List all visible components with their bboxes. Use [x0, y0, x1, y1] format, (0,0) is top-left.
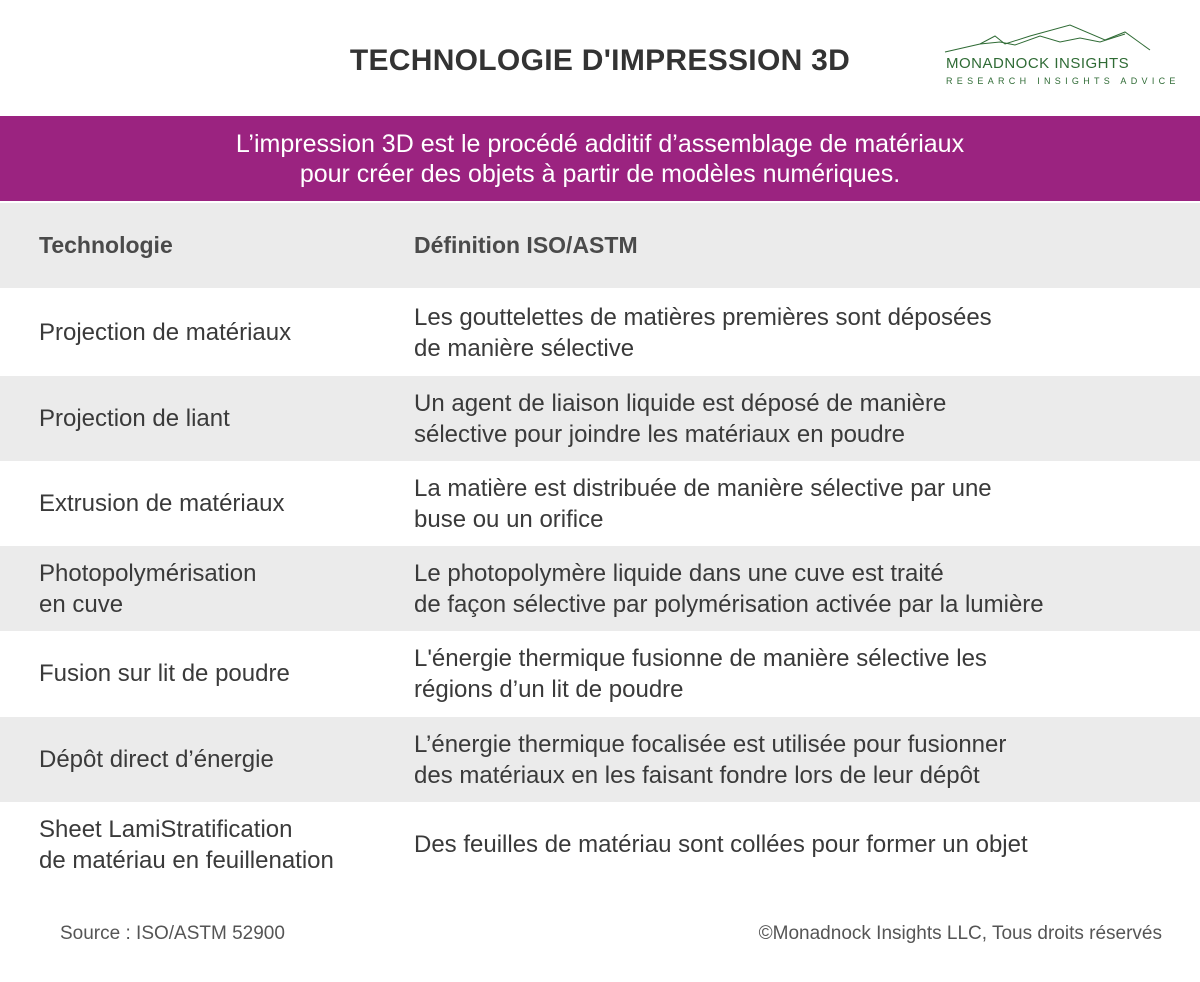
definition-cell: Le photopolymère liquide dans une cuve e…: [414, 559, 1044, 618]
table-row: Projection de matériaux Les gouttelettes…: [0, 290, 1200, 375]
source-note: Source : ISO/ASTM 52900: [60, 923, 285, 944]
header-technology: Technologie: [39, 232, 173, 258]
mountain-logo-icon: [944, 24, 1151, 53]
header-definition: Définition ISO/ASTM: [414, 232, 638, 258]
technology-cell: Sheet LamiStratification de matériau en …: [39, 815, 334, 874]
table-row: Sheet LamiStratification de matériau en …: [0, 802, 1200, 887]
logo-tagline: RESEARCH INSIGHTS ADVICE: [946, 76, 1180, 86]
table-row: Photopolymérisation en cuve Le photopoly…: [0, 546, 1200, 631]
logo-name: MONADNOCK INSIGHTS: [946, 55, 1130, 72]
definition-cell: Un agent de liaison liquide est déposé d…: [414, 389, 947, 448]
technology-cell: Projection de matériaux: [39, 319, 292, 346]
definition-cell: L'énergie thermique fusionne de manière …: [414, 644, 987, 703]
page-title: TECHNOLOGIE D'IMPRESSION 3D: [349, 44, 851, 77]
banner-line-1: L’impression 3D est le procédé additif d…: [235, 129, 965, 158]
definition-banner: L’impression 3D est le procédé additif d…: [0, 116, 1200, 201]
copyright-note: ©Monadnock Insights LLC, Tous droits rés…: [758, 923, 1162, 944]
technology-cell: Photopolymérisation en cuve: [39, 559, 257, 618]
definition-cell: La matière est distribuée de manière sél…: [414, 474, 992, 533]
definition-cell: Des feuilles de matériau sont collées po…: [414, 831, 1028, 858]
table-row: Extrusion de matériaux La matière est di…: [0, 461, 1200, 546]
technology-cell: Projection de liant: [39, 405, 230, 432]
technology-cell: Dépôt direct d’énergie: [39, 746, 274, 773]
definition-cell: Les gouttelettes de matières premières s…: [414, 303, 992, 362]
table-row: Projection de liant Un agent de liaison …: [0, 376, 1200, 461]
company-logo: MONADNOCK INSIGHTS RESEARCH INSIGHTS ADV…: [940, 22, 1175, 92]
definition-cell: L’énergie thermique focalisée est utilis…: [414, 730, 1007, 789]
table-row: Fusion sur lit de poudre L'énergie therm…: [0, 631, 1200, 716]
table-header: Technologie Définition ISO/ASTM: [0, 203, 1200, 288]
technology-cell: Extrusion de matériaux: [39, 490, 285, 517]
table-row: Dépôt direct d’énergie L’énergie thermiq…: [0, 717, 1200, 802]
banner-line-2: pour créer des objets à partir de modèle…: [299, 159, 901, 188]
technology-cell: Fusion sur lit de poudre: [39, 660, 290, 687]
